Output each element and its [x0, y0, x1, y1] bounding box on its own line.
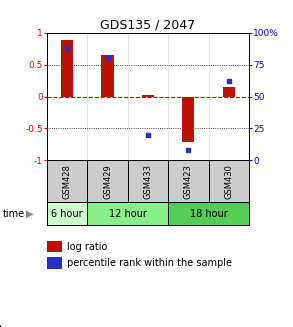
Bar [182, 96, 195, 143]
Bar [128, 160, 168, 202]
Bar [223, 87, 235, 96]
Text: ▶: ▶ [26, 209, 34, 219]
Text: GSM429: GSM429 [103, 164, 112, 198]
Text: GSM428: GSM428 [63, 164, 71, 199]
Bar [168, 160, 209, 202]
Text: 18 hour: 18 hour [190, 209, 227, 219]
Bar [47, 160, 87, 202]
Text: percentile rank within the sample: percentile rank within the sample [67, 258, 232, 268]
Text: GSM430: GSM430 [224, 164, 233, 199]
Text: log ratio: log ratio [67, 242, 108, 251]
Text: 12 hour: 12 hour [109, 209, 147, 219]
Text: 6 hour: 6 hour [51, 209, 83, 219]
Bar [101, 55, 114, 96]
Bar [209, 160, 249, 202]
Text: GSM423: GSM423 [184, 164, 193, 199]
Text: time: time [3, 209, 25, 219]
Bar [47, 202, 87, 225]
Bar [87, 202, 168, 225]
Bar [61, 40, 73, 96]
Bar [168, 202, 249, 225]
Bar [87, 160, 128, 202]
Text: GSM433: GSM433 [144, 164, 152, 199]
Title: GDS135 / 2047: GDS135 / 2047 [100, 19, 195, 31]
Bar [142, 95, 154, 96]
